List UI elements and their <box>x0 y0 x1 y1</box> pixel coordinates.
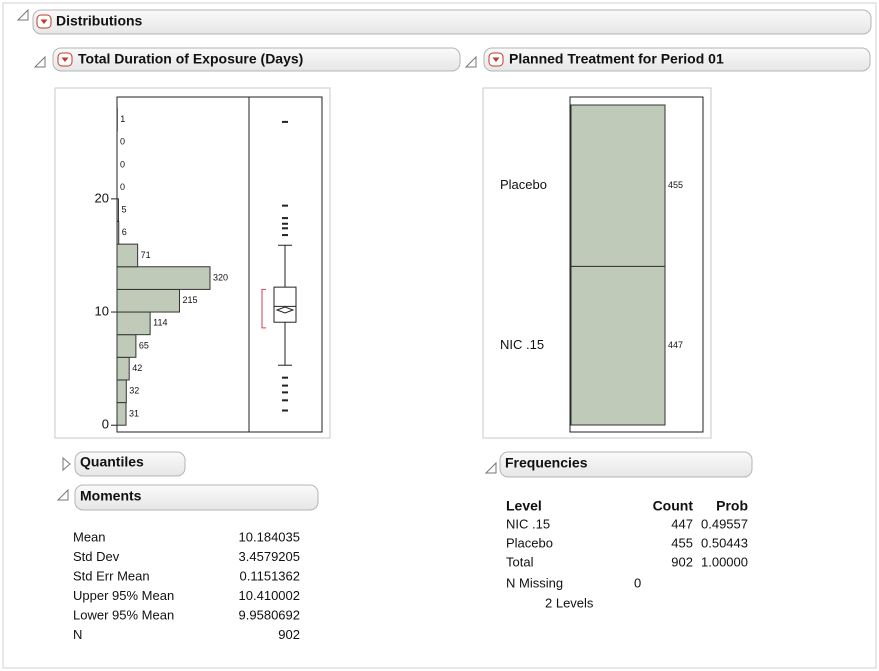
row-value: 0.1151362 <box>240 568 301 583</box>
section-title: Frequencies <box>505 455 588 471</box>
cell: 0.50443 <box>701 535 748 550</box>
outline-bar[interactable] <box>74 451 186 477</box>
column-header: Count <box>653 498 694 514</box>
y-tick-label: 20 <box>95 190 109 205</box>
category-label: Placebo <box>500 177 547 192</box>
row-value: 3.4579205 <box>239 549 300 564</box>
bar-label: 455 <box>668 180 683 190</box>
bar <box>116 334 137 358</box>
y-tick-label: 10 <box>95 303 109 318</box>
section-title: Total Duration of Exposure (Days) <box>78 51 303 67</box>
cell: 0 <box>634 575 641 590</box>
outlier <box>282 204 288 207</box>
bar-label: 0 <box>120 137 125 147</box>
row-label: Upper 95% Mean <box>73 588 174 603</box>
outline-bar[interactable] <box>499 451 753 478</box>
outlier <box>282 409 288 412</box>
cell: Placebo <box>506 535 553 550</box>
cell: 902 <box>671 554 693 569</box>
box <box>273 286 297 323</box>
disclosure[interactable] <box>484 461 497 474</box>
outline-bar[interactable] <box>74 484 319 511</box>
cell: N Missing <box>506 575 563 590</box>
category-label: NIC .15 <box>500 337 544 352</box>
row-value: 902 <box>278 627 300 642</box>
bar <box>116 402 127 426</box>
outlier <box>282 120 288 123</box>
bar-label: 114 <box>153 318 167 328</box>
row-value: 10.184035 <box>239 529 300 544</box>
bar <box>570 104 666 267</box>
bar-label: 71 <box>141 250 151 260</box>
section-title: Moments <box>80 488 142 504</box>
red-menu[interactable] <box>57 52 73 67</box>
bar-label: 65 <box>139 340 149 350</box>
cell: NIC .15 <box>506 516 550 531</box>
outlier <box>282 234 288 237</box>
title: Distributions <box>56 13 143 29</box>
column-header: Prob <box>716 498 748 514</box>
outlier <box>282 376 288 379</box>
bar-label: 32 <box>129 386 139 396</box>
red-menu[interactable] <box>488 52 504 67</box>
outlier <box>282 217 288 220</box>
bar <box>116 243 139 268</box>
bar-label: 42 <box>132 363 142 373</box>
outlier <box>282 399 288 402</box>
outline-bar[interactable] <box>32 9 872 35</box>
bar <box>116 379 127 404</box>
cell: 1.00000 <box>701 554 748 569</box>
row-value: 9.9580692 <box>239 607 300 622</box>
disclosure[interactable] <box>464 55 477 68</box>
bar <box>116 356 130 381</box>
bar-label: 447 <box>668 340 683 350</box>
outline-bar[interactable] <box>52 47 461 72</box>
outline-bar[interactable] <box>483 47 871 72</box>
disclosure[interactable] <box>16 8 29 21</box>
disclosure[interactable] <box>56 488 69 501</box>
bar <box>116 311 151 336</box>
bar <box>116 220 120 245</box>
section-title: Quantiles <box>80 454 144 470</box>
bar-label: 0 <box>120 182 125 192</box>
column-header: Level <box>506 498 542 514</box>
bar-label: 0 <box>120 159 125 169</box>
bar <box>116 198 119 222</box>
bar <box>116 266 211 290</box>
bar-label: 320 <box>213 272 228 282</box>
outlier <box>282 222 288 225</box>
cell: Total <box>506 554 534 569</box>
row-label: Mean <box>73 529 106 544</box>
mean-diamond <box>275 306 295 314</box>
row-label: Lower 95% Mean <box>73 607 174 622</box>
red-menu[interactable] <box>36 14 52 29</box>
cell: 447 <box>671 516 693 531</box>
row-label: N <box>73 627 82 642</box>
shortest-half <box>261 288 266 329</box>
bar-label: 1 <box>120 114 125 124</box>
disclosure[interactable] <box>33 55 46 68</box>
cell: 2 Levels <box>545 595 594 610</box>
outlier <box>282 384 288 387</box>
plot-area <box>116 96 323 433</box>
row-value: 10.410002 <box>239 588 300 603</box>
bar <box>116 288 180 313</box>
disclosure[interactable] <box>62 456 71 472</box>
outlier <box>282 391 288 394</box>
y-tick-label: 0 <box>102 417 109 432</box>
bar-label: 5 <box>121 205 126 215</box>
row-label: Std Err Mean <box>73 568 150 583</box>
bar-label: 6 <box>122 227 127 237</box>
bar-label: 215 <box>182 295 197 305</box>
section-title: Planned Treatment for Period 01 <box>509 51 724 67</box>
row-label: Std Dev <box>73 549 120 564</box>
bar-label: 31 <box>129 408 139 418</box>
cell: 0.49557 <box>701 516 748 531</box>
cell: 455 <box>671 535 693 550</box>
bar <box>570 265 666 426</box>
outlier <box>282 227 288 230</box>
